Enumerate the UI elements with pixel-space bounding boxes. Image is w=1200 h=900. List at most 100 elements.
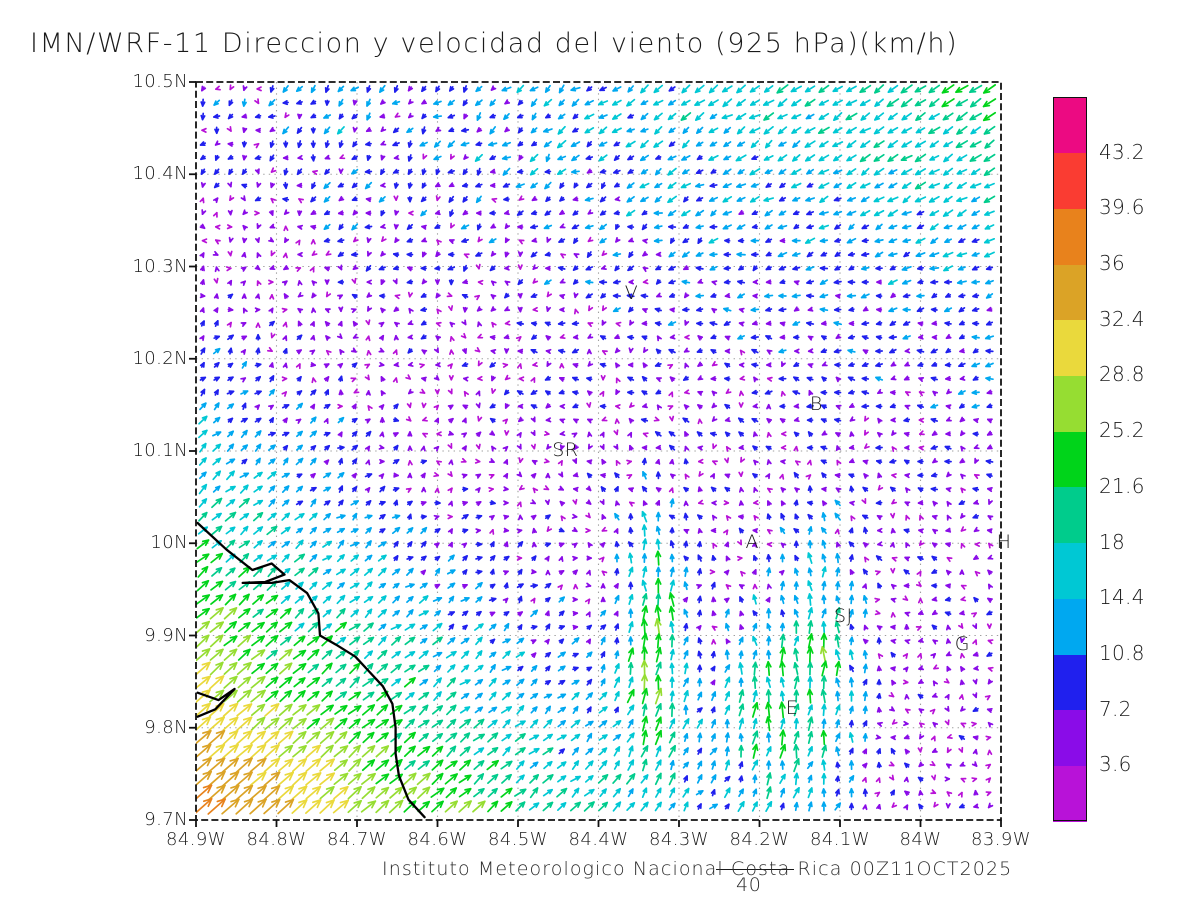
wind-arrow bbox=[653, 416, 660, 422]
wind-arrow bbox=[904, 445, 910, 451]
wind-arrow bbox=[891, 499, 898, 505]
wind-arrow bbox=[752, 403, 759, 409]
colorbar-tick-label: 28.8 bbox=[1099, 362, 1145, 387]
wind-arrow bbox=[641, 335, 648, 341]
station-label: E bbox=[785, 697, 799, 720]
wind-arrow bbox=[710, 376, 717, 382]
wind-arrow bbox=[820, 459, 828, 465]
wind-arrow bbox=[723, 279, 731, 285]
wind-arrow bbox=[544, 84, 551, 93]
wind-arrow bbox=[380, 376, 386, 382]
wind-arrow bbox=[324, 308, 331, 314]
wind-arrow bbox=[323, 431, 331, 437]
wind-arrow bbox=[379, 113, 386, 119]
wind-arrow bbox=[225, 458, 236, 465]
wind-arrow bbox=[256, 280, 262, 287]
wind-arrow bbox=[559, 223, 566, 229]
wind-arrow bbox=[256, 223, 262, 229]
wind-arrow bbox=[227, 430, 234, 438]
wind-arrow bbox=[296, 334, 303, 341]
wind-arrow bbox=[504, 374, 511, 381]
wind-arrow bbox=[697, 528, 703, 534]
wind-arrow bbox=[655, 348, 662, 355]
wind-arrow bbox=[200, 320, 205, 327]
wind-arrow bbox=[226, 470, 235, 481]
wind-arrow bbox=[753, 459, 759, 466]
wind-arrow bbox=[697, 486, 703, 493]
wind-arrow bbox=[323, 512, 331, 521]
wind-arrow bbox=[391, 100, 401, 106]
wind-arrow bbox=[904, 404, 911, 410]
wind-arrow bbox=[875, 445, 883, 451]
wind-arrow bbox=[681, 209, 691, 217]
wind-arrow bbox=[434, 487, 440, 494]
wind-arrow bbox=[820, 527, 827, 534]
wind-arrow bbox=[517, 224, 524, 230]
wind-arrow bbox=[297, 113, 303, 120]
wind-arrow bbox=[366, 237, 372, 243]
wind-arrow bbox=[407, 154, 413, 162]
wind-arrow bbox=[392, 377, 398, 384]
wind-arrow bbox=[640, 417, 649, 423]
wind-arrow bbox=[475, 141, 483, 147]
wind-arrow bbox=[874, 84, 885, 94]
wind-arrow bbox=[901, 224, 912, 230]
wind-arrow bbox=[585, 265, 594, 271]
wind-arrow bbox=[544, 210, 552, 216]
wind-arrow bbox=[778, 348, 787, 354]
wind-arrow bbox=[930, 279, 939, 285]
wind-arrow bbox=[281, 553, 290, 563]
wind-arrow bbox=[447, 554, 455, 562]
wind-arrow bbox=[928, 195, 940, 203]
wind-arrow bbox=[974, 457, 980, 464]
wind-arrow bbox=[295, 402, 304, 410]
wind-arrow bbox=[474, 346, 481, 353]
station-label: SJ bbox=[834, 605, 853, 628]
wind-arrow bbox=[419, 141, 428, 147]
wind-arrow bbox=[861, 390, 870, 396]
wind-arrow bbox=[832, 127, 843, 134]
wind-arrow bbox=[281, 307, 288, 313]
wind-arrow bbox=[515, 336, 522, 342]
wind-arrow bbox=[434, 500, 441, 506]
wind-arrow bbox=[709, 251, 718, 258]
wind-arrow bbox=[765, 306, 773, 312]
wind-arrow bbox=[888, 334, 898, 340]
wind-arrow bbox=[971, 210, 981, 216]
wind-arrow bbox=[241, 113, 248, 119]
wind-arrow bbox=[254, 98, 260, 105]
wind-arrow bbox=[643, 347, 649, 353]
wind-arrow bbox=[198, 457, 207, 466]
wind-arrow bbox=[778, 196, 787, 202]
wind-arrow bbox=[364, 514, 373, 520]
wind-arrow bbox=[353, 236, 359, 243]
wind-arrow bbox=[917, 362, 924, 367]
wind-arrow bbox=[793, 540, 799, 549]
wind-arrow bbox=[917, 404, 924, 410]
wind-arrow bbox=[945, 292, 952, 298]
wind-arrow bbox=[488, 141, 498, 147]
wind-arrow bbox=[765, 445, 772, 451]
wind-arrow bbox=[199, 223, 206, 230]
wind-arrow bbox=[446, 292, 453, 298]
wind-arrow bbox=[585, 279, 594, 285]
wind-arrow bbox=[350, 308, 357, 314]
wind-arrow bbox=[323, 237, 331, 243]
wind-arrow bbox=[462, 500, 468, 506]
wind-arrow bbox=[806, 279, 815, 285]
wind-arrow bbox=[945, 347, 952, 354]
wind-arrow bbox=[433, 445, 440, 452]
wind-arrow bbox=[931, 334, 938, 340]
wind-arrow bbox=[531, 334, 538, 340]
wind-arrow bbox=[711, 390, 718, 397]
wind-arrow bbox=[283, 181, 289, 190]
wind-arrow bbox=[530, 443, 536, 450]
wind-arrow bbox=[242, 127, 248, 133]
y-axis-tick-label: 9.8N bbox=[144, 716, 188, 738]
wind-arrow bbox=[876, 307, 883, 313]
wind-arrow bbox=[930, 486, 939, 492]
wind-arrow bbox=[988, 498, 993, 505]
wind-arrow bbox=[296, 349, 302, 355]
wind-arrow bbox=[504, 210, 510, 216]
